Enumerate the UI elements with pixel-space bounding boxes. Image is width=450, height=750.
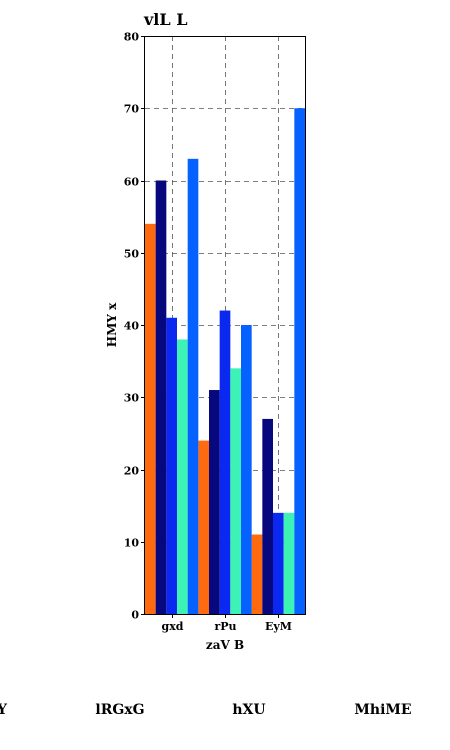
x-tick-label: rPu xyxy=(214,620,236,633)
y-tick-label: 20 xyxy=(124,465,140,478)
x-tick-label: gxd xyxy=(162,620,184,633)
y-tick-label: 0 xyxy=(131,609,139,622)
legend-item: MhiME xyxy=(354,702,411,718)
bar xyxy=(251,534,263,614)
bar xyxy=(219,310,231,614)
bar xyxy=(198,440,209,614)
bar xyxy=(166,317,177,614)
chart-title: vlL L xyxy=(143,10,187,29)
legend-item: Y xyxy=(0,702,8,718)
y-tick-label: 10 xyxy=(124,537,140,550)
y-tick-label: 50 xyxy=(124,248,140,261)
bar xyxy=(294,108,305,614)
bar xyxy=(262,418,273,614)
y-axis-ticks: 0 10 20 30 40 50 60 70 80 xyxy=(124,31,145,622)
x-axis-ticks: gxd rPu EyM xyxy=(162,614,292,633)
x-tick-label: EyM xyxy=(265,620,292,633)
bar xyxy=(155,180,167,614)
y-tick-label: 30 xyxy=(124,392,140,405)
y-tick-label: 70 xyxy=(124,103,140,116)
bars xyxy=(145,108,305,614)
legend-item: lRGxG xyxy=(95,702,144,718)
bar xyxy=(241,325,252,614)
y-tick-label: 80 xyxy=(124,31,140,44)
bar xyxy=(187,158,199,614)
y-tick-label: 60 xyxy=(124,176,140,189)
bar xyxy=(209,390,220,614)
bar xyxy=(283,512,295,614)
bar xyxy=(177,339,188,614)
bar xyxy=(145,223,156,614)
y-tick-label: 40 xyxy=(124,320,140,333)
y-axis-label: HMY x xyxy=(105,302,119,347)
bar xyxy=(230,368,241,614)
legend-item: hXU xyxy=(232,702,265,718)
x-axis-label: zaV B xyxy=(206,638,244,652)
bar xyxy=(273,512,284,614)
